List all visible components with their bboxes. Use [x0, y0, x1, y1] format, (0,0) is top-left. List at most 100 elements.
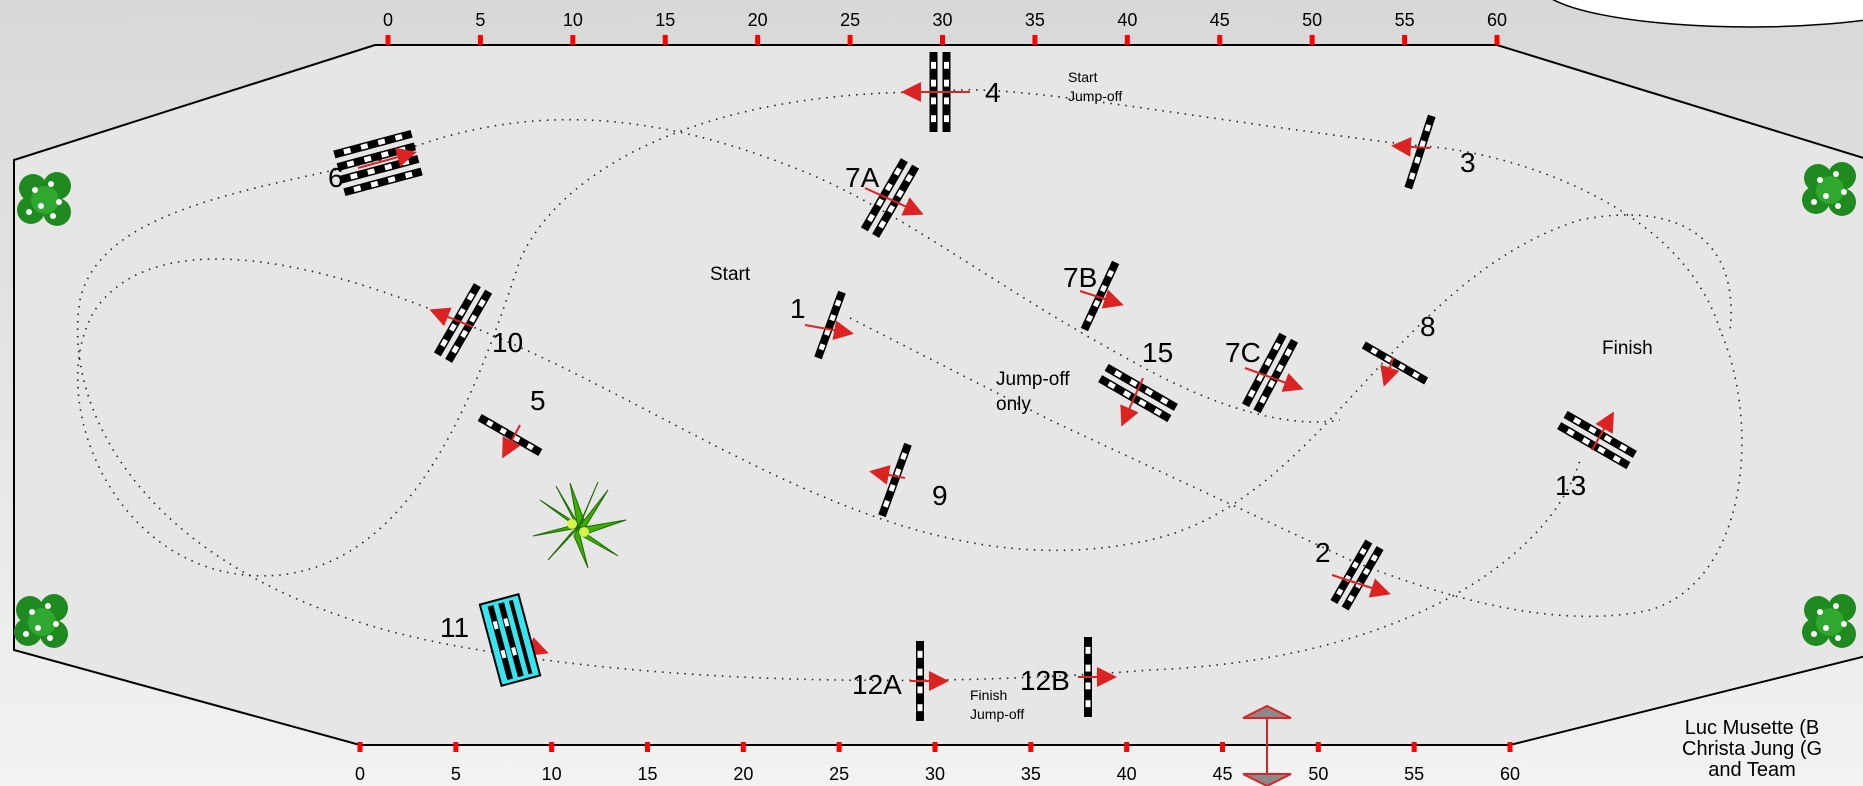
bottom-scale-label-5: 5: [451, 764, 461, 784]
fence-3-direction-arrow: [1391, 136, 1431, 157]
bottom-scale-label-55: 55: [1404, 764, 1424, 784]
fence-7b-number: 7B: [1063, 262, 1097, 293]
fences: 1 2 3 4 5 6 7A 7B 7C 8 9 10 12A 12B 13 15 11: [328, 52, 1637, 721]
bottom-scale-label-25: 25: [829, 764, 849, 784]
top-scale-label-40: 40: [1117, 10, 1137, 30]
fence-9-direction-arrow: [869, 465, 906, 485]
fence-1-number: 1: [790, 293, 806, 324]
bottom-scale-tick-40: [1124, 742, 1130, 752]
fence-12b-number: 12B: [1020, 665, 1070, 696]
start-label: Start: [710, 264, 751, 285]
top-scale-tick-55: [1402, 35, 1408, 45]
bottom-scale-label-40: 40: [1117, 764, 1137, 784]
palm-plant: [532, 481, 627, 569]
designer-credits: Luc Musette (B Christa Jung (G and Team: [1682, 718, 1822, 781]
top-scale-tick-20: [755, 35, 761, 45]
bush-bottom-left: [14, 594, 68, 648]
credits-line-3: and Team: [1708, 759, 1796, 781]
fence-12a-number: 12A: [852, 669, 902, 700]
top-scale-label-30: 30: [932, 10, 952, 30]
entrance-gate: [1242, 704, 1292, 786]
top-scale-tick-25: [847, 35, 853, 45]
fence-13: 13: [1555, 410, 1637, 501]
fence-9: 9: [869, 442, 948, 518]
top-scale-label-55: 55: [1395, 10, 1415, 30]
fence-6-direction-arrow: [357, 147, 417, 169]
bottom-scale-tick-0: [357, 742, 363, 752]
bottom-scale-tick-20: [740, 742, 746, 752]
fence-10: 10: [429, 283, 523, 363]
fence-5: 5: [477, 385, 546, 459]
fence-7c-number: 7C: [1225, 337, 1261, 368]
fence-7a: 7A: [845, 158, 924, 238]
top-right-oval: [1552, 0, 1863, 28]
bottom-scale-label-0: 0: [355, 764, 365, 784]
top-scale-label-50: 50: [1302, 10, 1322, 30]
top-scale-tick-45: [1217, 35, 1223, 45]
bottom-scale-tick-45: [1220, 742, 1225, 752]
top-scale-tick-0: [385, 35, 391, 45]
bottom-scale-label-20: 20: [733, 764, 753, 784]
bottom-scale-tick-10: [549, 742, 555, 752]
finish-jumpoff-line2: Jump-off: [970, 706, 1024, 722]
fence-3: 3: [1391, 114, 1476, 190]
top-scale-label-35: 35: [1025, 10, 1045, 30]
bottom-scale-tick-25: [836, 742, 842, 752]
jumpoff-only-line1: Jump-off: [996, 369, 1070, 390]
top-scale-label-0: 0: [383, 10, 393, 30]
fence-7c: 7C: [1225, 332, 1304, 414]
fence-15: 15: [1098, 337, 1178, 427]
bush-top-left: [17, 172, 71, 226]
bottom-scale-tick-55: [1411, 742, 1417, 752]
fence-6: 6: [328, 129, 423, 197]
fence-11-number: 11: [440, 612, 469, 643]
bottom-scale-label-35: 35: [1021, 764, 1041, 784]
fence-15-direction-arrow: [1120, 377, 1144, 427]
top-scale-tick-50: [1309, 35, 1315, 45]
bottom-scale-label-50: 50: [1308, 764, 1328, 784]
fence-2-number: 2: [1315, 537, 1331, 568]
bottom-scale-label-60: 60: [1500, 764, 1520, 784]
bush-top-right: [1802, 162, 1856, 216]
fence-7c-direction-arrow: [1244, 367, 1304, 392]
start-jumpoff-line1: Start: [1068, 69, 1098, 85]
bottom-scale-tick-35: [1028, 742, 1034, 752]
top-scale-tick-30: [940, 35, 945, 45]
fence-5-direction-arrow: [502, 424, 521, 459]
jumpoff-only-line2: only: [996, 394, 1031, 415]
bottom-scale-tick-60: [1507, 742, 1513, 752]
top-scale-label-45: 45: [1210, 10, 1230, 30]
bottom-scale-tick-5: [453, 742, 459, 752]
fence-9-number: 9: [932, 480, 948, 511]
top-scale-tick-60: [1494, 35, 1500, 45]
top-scale-label-60: 60: [1487, 10, 1507, 30]
top-scale-label-25: 25: [840, 10, 860, 30]
fence-7b: 7B: [1063, 260, 1124, 332]
fence-7b-direction-arrow: [1079, 289, 1124, 309]
fence-15-number: 15: [1142, 337, 1173, 368]
bottom-scale-label-45: 45: [1212, 764, 1232, 784]
fence-6-number: 6: [328, 162, 344, 193]
credits-line-2: Christa Jung (G: [1682, 738, 1823, 760]
top-scale-tick-15: [662, 35, 668, 45]
fence-2-direction-arrow: [1331, 574, 1391, 598]
course-route: [76, 89, 1743, 682]
finish-jumpoff-line1: Finish: [970, 687, 1007, 703]
water-jump-11: [478, 593, 542, 687]
fence-7a-direction-arrow: [864, 187, 924, 216]
finish-label: Finish: [1602, 338, 1653, 359]
top-scale-label-15: 15: [655, 10, 675, 30]
fence-1: 1: [790, 290, 854, 360]
bottom-scale-label-15: 15: [637, 764, 657, 784]
top-scale-tick-40: [1124, 35, 1130, 45]
fence-4-number: 4: [985, 77, 1001, 108]
arena-outline: [13, 44, 1863, 746]
start-jumpoff-line2: Jump-off: [1068, 88, 1122, 104]
fence-7a-number: 7A: [845, 162, 880, 193]
fence-12b: 12B: [1020, 637, 1117, 717]
top-scale-label-20: 20: [748, 10, 768, 30]
bottom-scale: 0 5 10 15 20 25 30 35 40 45 50 55 60: [355, 742, 1520, 784]
bottom-scale-tick-15: [645, 742, 650, 752]
fence-8: 8: [1361, 311, 1436, 387]
